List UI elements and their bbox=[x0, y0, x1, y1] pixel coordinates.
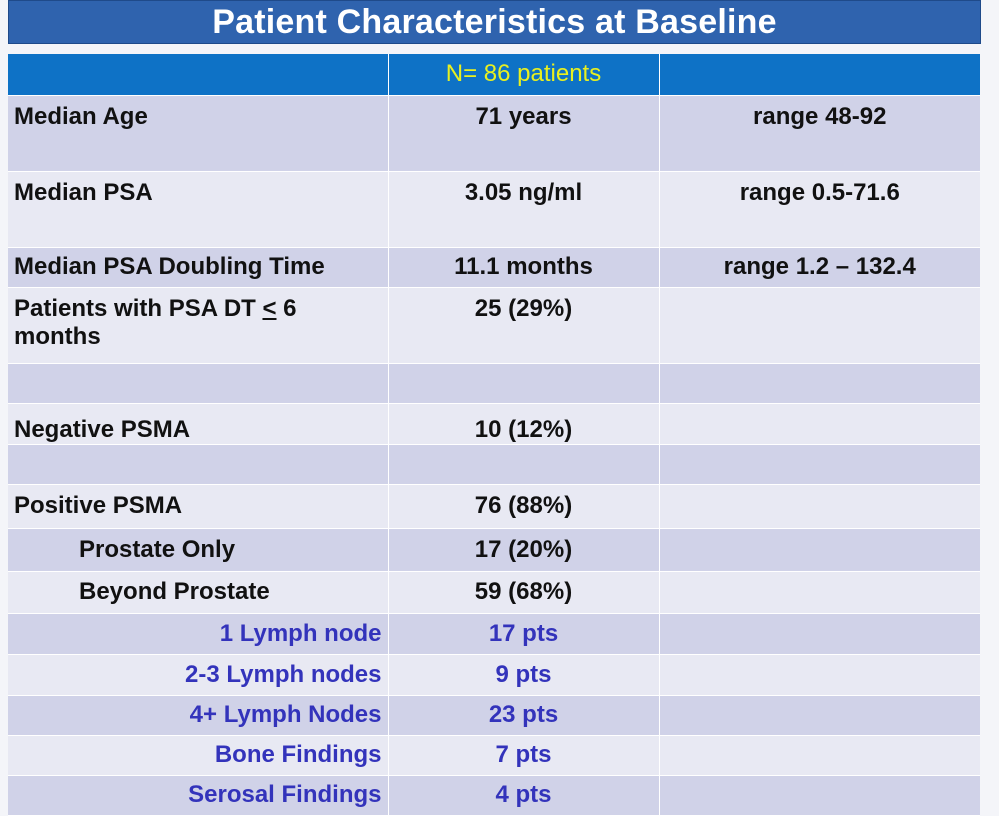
header-cell-label bbox=[8, 54, 389, 96]
table-row: Negative PSMA 10 (12%) bbox=[8, 403, 980, 445]
row-value: 4 pts bbox=[388, 775, 660, 816]
table-row: Median PSA 3.05 ng/ml range 0.5-71.6 bbox=[8, 171, 980, 248]
row-range bbox=[659, 444, 980, 485]
table-row: 4+ Lymph Nodes 23 pts bbox=[8, 695, 980, 736]
table-row: Median PSA Doubling Time 11.1 months ran… bbox=[8, 247, 980, 288]
baseline-characteristics-table: N= 86 patients Median Age 71 years range… bbox=[8, 54, 980, 816]
table-row-spacer bbox=[8, 444, 980, 485]
less-equal-symbol: < bbox=[262, 294, 277, 322]
row-range: range 0.5-71.6 bbox=[659, 171, 980, 248]
row-label: 2-3 Lymph nodes bbox=[8, 654, 389, 696]
table-row: Positive PSMA 76 (88%) bbox=[8, 484, 980, 529]
table-row: Patients with PSA DT < 6 months 25 (29%) bbox=[8, 287, 980, 364]
row-range bbox=[659, 695, 980, 736]
row-value: 17 (20%) bbox=[388, 528, 660, 572]
row-label: Negative PSMA bbox=[8, 403, 389, 445]
table-row: Prostate Only 17 (20%) bbox=[8, 528, 980, 572]
row-label-part: 6 months bbox=[14, 294, 297, 350]
row-label-part: Patients with PSA DT bbox=[14, 294, 263, 322]
header-cell-n: N= 86 patients bbox=[388, 54, 660, 96]
table-row: Beyond Prostate 59 (68%) bbox=[8, 571, 980, 614]
table-row: Bone Findings 7 pts bbox=[8, 735, 980, 776]
row-label: Positive PSMA bbox=[8, 484, 389, 529]
row-value: 25 (29%) bbox=[388, 287, 660, 364]
table-row: 1 Lymph node 17 pts bbox=[8, 613, 980, 655]
row-range bbox=[659, 571, 980, 614]
row-label: Median PSA Doubling Time bbox=[8, 247, 389, 288]
row-value bbox=[388, 444, 660, 485]
row-label: Beyond Prostate bbox=[8, 571, 389, 614]
row-label: Median Age bbox=[8, 95, 389, 172]
row-label: Bone Findings bbox=[8, 735, 389, 776]
row-value: 9 pts bbox=[388, 654, 660, 696]
row-label: Median PSA bbox=[8, 171, 389, 248]
row-range bbox=[659, 613, 980, 655]
row-label bbox=[8, 444, 389, 485]
table-row-spacer bbox=[8, 363, 980, 404]
row-range bbox=[659, 775, 980, 816]
row-value: 76 (88%) bbox=[388, 484, 660, 529]
row-value: 59 (68%) bbox=[388, 571, 660, 614]
row-label: Serosal Findings bbox=[8, 775, 389, 816]
row-value: 23 pts bbox=[388, 695, 660, 736]
row-label: Patients with PSA DT < 6 months bbox=[8, 287, 389, 364]
row-range bbox=[659, 363, 980, 404]
row-range: range 48-92 bbox=[659, 95, 980, 172]
row-label: 1 Lymph node bbox=[8, 613, 389, 655]
row-value: 71 years bbox=[388, 95, 660, 172]
header-cell-range bbox=[659, 54, 980, 96]
row-range bbox=[659, 403, 980, 445]
row-value: 17 pts bbox=[388, 613, 660, 655]
table-row: Median Age 71 years range 48-92 bbox=[8, 95, 980, 172]
row-label bbox=[8, 363, 389, 404]
slide-title: Patient Characteristics at Baseline bbox=[8, 0, 981, 44]
row-range bbox=[659, 654, 980, 696]
row-value: 3.05 ng/ml bbox=[388, 171, 660, 248]
row-range bbox=[659, 287, 980, 364]
table-header-row: N= 86 patients bbox=[8, 54, 980, 96]
table-row: 2-3 Lymph nodes 9 pts bbox=[8, 654, 980, 696]
row-value: 11.1 months bbox=[388, 247, 660, 288]
row-range bbox=[659, 735, 980, 776]
row-label: Prostate Only bbox=[8, 528, 389, 572]
row-value: 10 (12%) bbox=[388, 403, 660, 445]
row-range bbox=[659, 528, 980, 572]
table-row: Serosal Findings 4 pts bbox=[8, 775, 980, 816]
row-value: 7 pts bbox=[388, 735, 660, 776]
row-range bbox=[659, 484, 980, 529]
row-range: range 1.2 – 132.4 bbox=[659, 247, 980, 288]
row-value bbox=[388, 363, 660, 404]
row-label: 4+ Lymph Nodes bbox=[8, 695, 389, 736]
